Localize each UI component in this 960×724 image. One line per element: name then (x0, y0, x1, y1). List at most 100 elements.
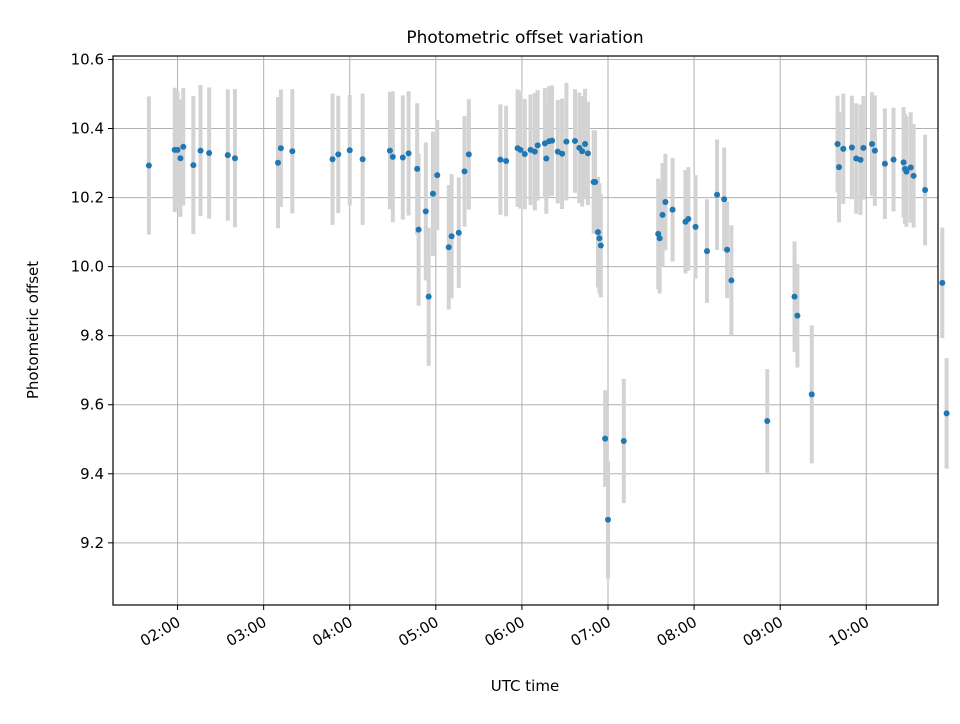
y-tick-label: 10.6 (71, 50, 104, 68)
data-point (602, 435, 609, 442)
data-point (704, 248, 710, 255)
data-point (461, 168, 468, 175)
y-axis-ticks: 9.2 9.4 9.6 9.8 10.0 10.2 10.4 10.6 (71, 50, 113, 552)
data-point (448, 233, 455, 240)
data-point (531, 148, 538, 155)
data-point (434, 172, 441, 179)
data-point (597, 242, 604, 249)
data-point (596, 235, 603, 242)
data-point (405, 150, 412, 157)
data-point (620, 437, 627, 444)
data-point (346, 147, 353, 154)
data-point (922, 186, 929, 193)
data-point (386, 147, 393, 154)
data-point (399, 154, 406, 161)
data-point (231, 155, 238, 162)
data-point (808, 391, 815, 398)
data-point (543, 155, 550, 162)
data-point (145, 162, 152, 169)
data-point (656, 235, 663, 242)
data-point (860, 144, 867, 151)
data-point (206, 150, 213, 157)
data-point (605, 516, 611, 523)
data-point (669, 206, 676, 213)
data-point (445, 244, 452, 251)
data-point (174, 146, 181, 153)
data-point (900, 159, 907, 166)
data-point (943, 410, 950, 417)
data-point (497, 156, 504, 163)
data-point (414, 165, 421, 172)
data-point (791, 293, 798, 300)
data-point (685, 215, 692, 222)
data-point (764, 417, 771, 424)
data-point (659, 211, 666, 218)
data-point (359, 156, 366, 163)
data-point (939, 279, 946, 286)
plot-area-frame (112, 55, 939, 606)
data-point (517, 146, 524, 153)
y-tick-label: 9.8 (80, 327, 104, 345)
data-point (429, 190, 436, 197)
x-axis-label: UTC time (491, 677, 559, 695)
data-point (563, 138, 570, 145)
data-point (275, 159, 281, 166)
data-point (594, 229, 601, 236)
data-point (425, 293, 432, 300)
data-point (197, 147, 204, 154)
y-tick-label: 10.4 (71, 120, 104, 138)
data-point (910, 172, 917, 179)
data-point (834, 141, 841, 148)
data-point (559, 150, 566, 157)
data-point (582, 141, 589, 148)
data-point (177, 155, 184, 162)
data-point (455, 229, 462, 236)
grid (113, 56, 938, 605)
data-point (714, 191, 721, 198)
data-point (584, 150, 591, 157)
data-point (907, 164, 914, 171)
data-point (335, 151, 342, 158)
data-point (190, 162, 197, 169)
data-point (329, 156, 336, 163)
data-point (724, 246, 731, 253)
data-point (728, 277, 735, 284)
data-point (503, 157, 510, 164)
data-point (857, 156, 864, 163)
data-point (534, 142, 541, 149)
data-point (794, 312, 801, 319)
chart-title: Photometric offset variation (406, 28, 643, 48)
data-point (572, 137, 578, 144)
y-tick-label: 9.2 (80, 534, 104, 552)
data-point (549, 137, 556, 144)
data-point (422, 208, 429, 215)
data-point (277, 145, 284, 152)
data-point (289, 148, 296, 155)
data-point (224, 152, 231, 159)
data-point (721, 196, 728, 203)
y-axis-label: Photometric offset (24, 261, 42, 399)
data-point (848, 144, 855, 151)
y-tick-label: 10.0 (71, 258, 104, 276)
data-point (180, 143, 187, 150)
data-point (692, 223, 699, 230)
y-tick-label: 10.2 (71, 189, 104, 207)
data-point (840, 145, 847, 152)
data-point (881, 160, 888, 167)
data-point (465, 151, 472, 158)
data-point (579, 148, 586, 155)
data-point (662, 199, 669, 206)
data-point (903, 168, 910, 175)
data-points (145, 137, 950, 523)
data-point (869, 141, 875, 148)
y-tick-label: 9.4 (80, 465, 104, 483)
data-point (389, 153, 396, 160)
y-tick-label: 9.6 (80, 396, 104, 414)
data-point (836, 164, 842, 171)
data-point (521, 151, 528, 158)
data-point (890, 156, 897, 163)
data-point (871, 147, 878, 154)
